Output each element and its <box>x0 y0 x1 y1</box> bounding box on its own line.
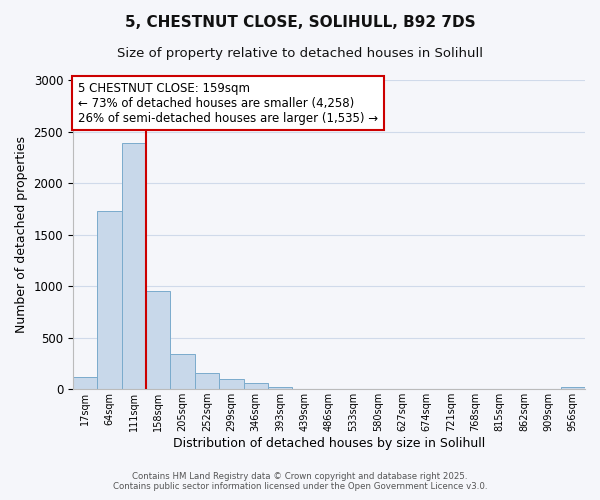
Text: 5 CHESTNUT CLOSE: 159sqm
← 73% of detached houses are smaller (4,258)
26% of sem: 5 CHESTNUT CLOSE: 159sqm ← 73% of detach… <box>78 82 378 124</box>
Text: 5, CHESTNUT CLOSE, SOLIHULL, B92 7DS: 5, CHESTNUT CLOSE, SOLIHULL, B92 7DS <box>125 15 475 30</box>
X-axis label: Distribution of detached houses by size in Solihull: Distribution of detached houses by size … <box>173 437 485 450</box>
Bar <box>73 377 97 389</box>
Y-axis label: Number of detached properties: Number of detached properties <box>15 136 28 333</box>
Bar <box>195 373 219 389</box>
Text: Contains public sector information licensed under the Open Government Licence v3: Contains public sector information licen… <box>113 482 487 491</box>
Text: Size of property relative to detached houses in Solihull: Size of property relative to detached ho… <box>117 48 483 60</box>
Bar <box>219 379 244 389</box>
Bar <box>146 292 170 389</box>
Bar <box>170 354 195 389</box>
Bar <box>560 387 585 389</box>
Bar <box>97 211 122 389</box>
Bar <box>268 386 292 389</box>
Text: Contains HM Land Registry data © Crown copyright and database right 2025.: Contains HM Land Registry data © Crown c… <box>132 472 468 481</box>
Bar <box>244 383 268 389</box>
Bar <box>122 143 146 389</box>
